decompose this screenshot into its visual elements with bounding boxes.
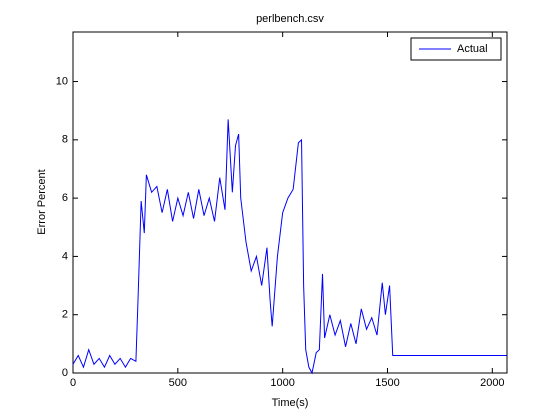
y-tick-label: 8 [62, 134, 68, 146]
y-tick-label: 0 [62, 367, 68, 379]
x-tick-label: 500 [169, 377, 187, 389]
x-tick-label: 1000 [270, 377, 294, 389]
y-tick-label: 4 [62, 250, 68, 262]
y-tick-label: 10 [56, 75, 68, 87]
x-axis-label: Time(s) [272, 397, 309, 409]
x-tick-label: 0 [70, 377, 76, 389]
legend-box [410, 37, 502, 61]
y-tick-label: 6 [62, 192, 68, 204]
y-tick-label: 2 [62, 309, 68, 321]
legend-label: Actual [457, 43, 488, 55]
x-tick-label: 2000 [480, 377, 504, 389]
y-axis-label: Error Percent [36, 169, 48, 234]
chart-title: perlbench.csv [256, 13, 324, 25]
data-line [72, 119, 507, 375]
plot-area [72, 31, 508, 374]
x-tick-label: 1500 [375, 377, 399, 389]
